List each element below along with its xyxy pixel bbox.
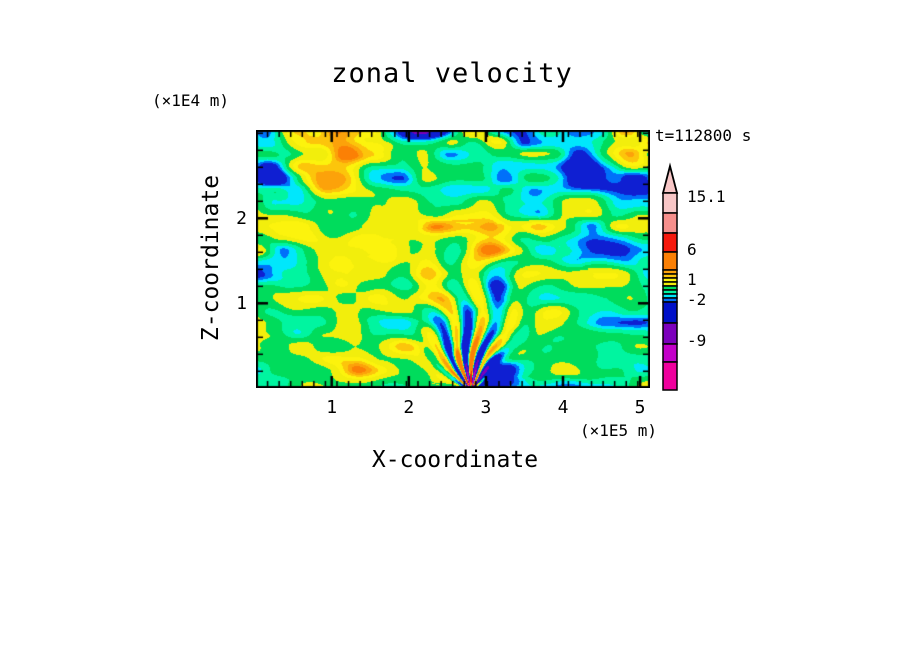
colorbar-segment-1	[662, 212, 678, 234]
y-axis-title: Z-coordinate	[198, 174, 224, 342]
colorbar-label--2: -2	[687, 290, 707, 309]
colorbar-segment-0	[662, 192, 678, 214]
x-tick-label-3: 3	[480, 397, 492, 418]
chart-title: zonal velocity	[331, 58, 573, 89]
colorbar-segment-13	[662, 322, 678, 345]
z-axis-unit-label: (×1E4 m)	[152, 91, 230, 110]
y-tick-label-1: 1	[236, 293, 247, 315]
colorbar-label-1: 1	[687, 270, 697, 289]
x-axis-title: X-coordinate	[371, 447, 539, 473]
colorbar-segment-14	[662, 343, 678, 363]
x-tick-label-4: 4	[557, 397, 569, 418]
colorbar-arrow	[661, 162, 679, 194]
colorbar-label--9: -9	[687, 331, 707, 350]
x-tick-label-2: 2	[403, 397, 415, 418]
colorbar	[661, 162, 679, 391]
colorbar-segment-12	[662, 301, 678, 324]
x-tick-label-1: 1	[326, 397, 338, 418]
time-label: t=112800 s	[655, 126, 752, 145]
x-tick-label-5: 5	[634, 397, 646, 418]
colorbar-label-15.1: 15.1	[687, 187, 726, 206]
x-axis-unit-label: (×1E5 m)	[579, 421, 657, 440]
y-tick-label-2: 2	[236, 208, 247, 230]
colorbar-segment-2	[662, 232, 678, 253]
colorbar-segment-15	[662, 361, 678, 391]
colorbar-label-6: 6	[687, 240, 697, 259]
contour-plot-canvas	[256, 130, 650, 388]
colorbar-segment-3	[662, 251, 678, 271]
